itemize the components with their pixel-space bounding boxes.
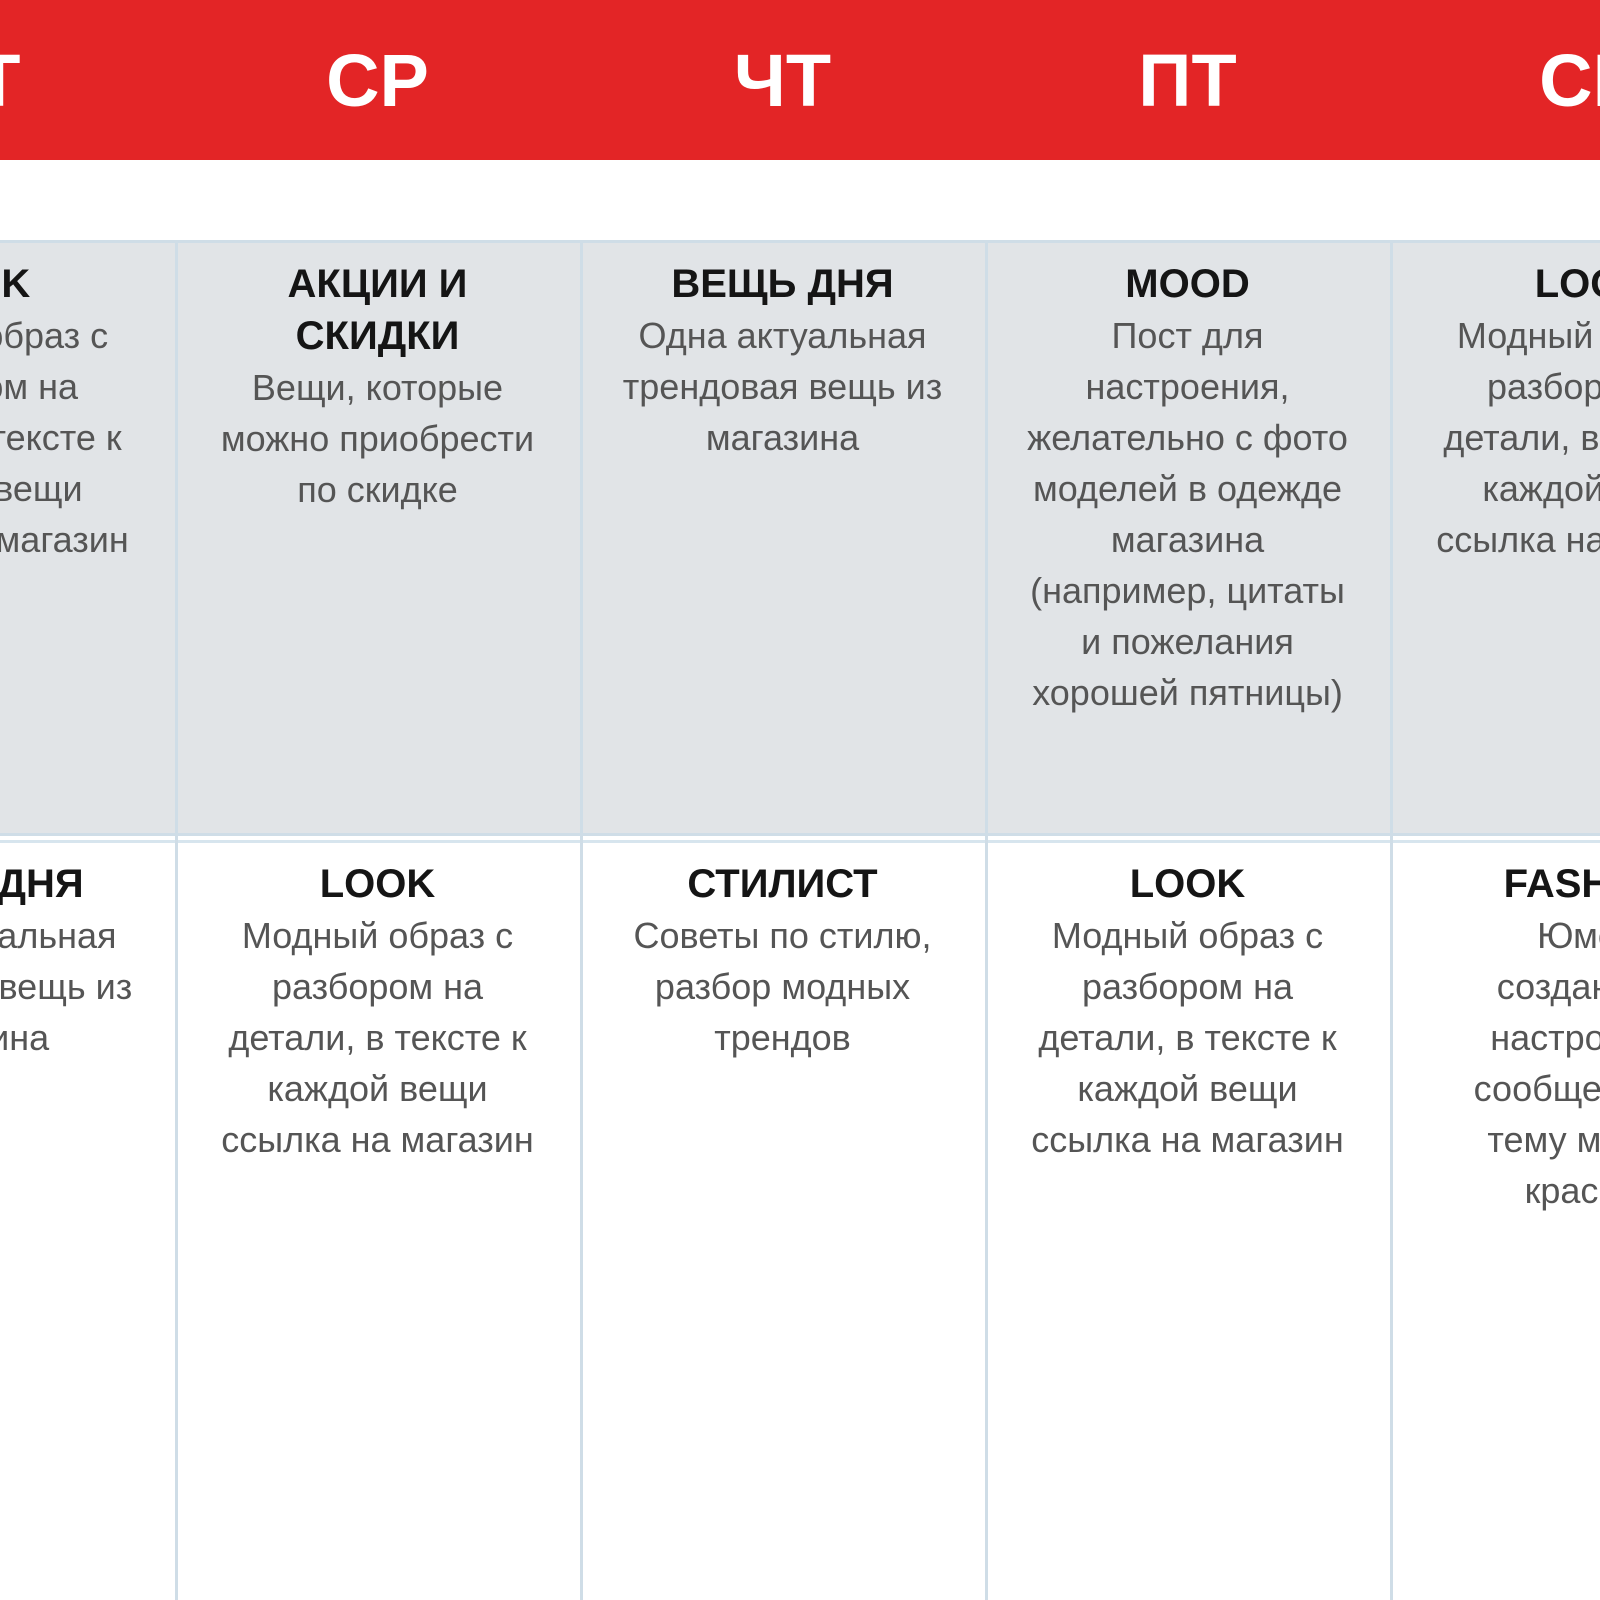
cell: ВЕЩЬ ДНЯ Одна актуальная трендовая вещь из… [580,258,985,463]
column-divider [175,240,178,1600]
cell-text: детали, в тексте к [1443,417,1600,458]
cell-text: детали, в тексте к [0,417,122,458]
cell: LOOK Модный образ с разбором на детали, в т… [985,858,1390,1165]
header-bar [0,0,1600,160]
cell-text: по скидке [297,469,458,510]
cell-title: LOOK [0,262,31,306]
cell-text: разбором на [271,966,484,1007]
cell-text: разбор модных [654,966,911,1007]
cell-text: детали, в тексте к [228,1017,527,1058]
cell-text: каждой вещи [0,468,83,509]
cell-title: LOOK [1129,862,1246,906]
cell-text: разбором на [1081,966,1294,1007]
cell-text: трендовая вещь из [622,366,943,407]
cell-text: трендовая вещь из [0,966,133,1007]
cell-text: Одна актуальная [0,915,117,956]
cell-text: хорошей пятницы) [1032,672,1343,713]
cell-title: СТИЛИСТ [687,862,878,906]
cell-text: Пост для [1111,315,1264,356]
cell: MOOD Пост для настроения, желательно с фото… [985,258,1390,718]
cell: LOOK Модный образ с разбором на детали, в т… [1390,258,1600,565]
day-label: ЧТ [733,39,832,122]
cell-text: создающий [1496,966,1600,1007]
cell: FASHION Юмор, создающий настроение, сообщени… [1390,858,1600,1216]
cell-text: сообщения на [1473,1068,1600,1109]
cell-text: трендов [714,1017,851,1058]
cell-text: разбором на [1486,366,1600,407]
cell-title: FASHION [1503,862,1600,906]
row-background [0,840,1600,1600]
cell: LOOK Модный образ с разбором на детали, в т… [175,858,580,1165]
cell-text: Одна актуальная [638,315,927,356]
cell-text: моделей в одежде [1032,468,1343,509]
cell-text: каждой вещи [1077,1068,1298,1109]
cell-text: Модный образ с [241,915,514,956]
cell-text: каждой вещи [1482,468,1600,509]
cell-text: красоты [1524,1170,1600,1211]
cell-title: АКЦИИ И [287,262,468,306]
cell-title: MOOD [1125,262,1250,306]
cell-title: ВЕЩЬ ДНЯ [0,862,84,906]
cell-text: настроения, [1085,366,1290,407]
cell-text: каждой вещи [267,1068,488,1109]
column-divider [985,240,988,1600]
cell-text: ссылка на магазин [221,1119,534,1160]
day-label: ПТ [1138,39,1237,122]
cell-text: разбором на [0,366,79,407]
cell-text: желательно с фото [1027,417,1348,458]
cell-text: Юмор, [1537,915,1600,956]
day-label: ВТ [0,38,175,124]
cell-text: магазина [0,1017,50,1058]
cell-text: ссылка на магазин [1436,519,1600,560]
cell-title: СКИДКИ [295,314,460,358]
cell-text: и пожелания [1081,621,1294,662]
cell-title: LOOK [319,862,436,906]
cell-text: тему моды и [1487,1119,1600,1160]
cell: АКЦИИ И СКИДКИ Вещи, которые можно приобрес… [175,258,580,515]
cell-text: (например, цитаты [1030,570,1345,611]
day-label: СБ [1539,39,1600,122]
cell-text: Советы по стилю, [633,915,932,956]
cell-text: можно приобрести [220,418,535,459]
cell-text: магазина [705,417,860,458]
day-label: СР [326,39,429,122]
column-divider [580,240,583,1600]
cell-text: детали, в тексте к [1038,1017,1337,1058]
cell: ВЕЩЬ ДНЯ Одна актуальная трендовая вещь из… [0,858,175,1063]
cell-text: Модный образ с [1051,915,1324,956]
column-divider [1390,240,1393,1600]
cell: СТИЛИСТ Советы по стилю, разбор модных трен… [580,858,985,1063]
cell-title: LOOK [1534,262,1600,306]
cell-text: ссылка на магазин [0,519,129,560]
cell-text: настроение, [1490,1017,1600,1058]
cell-text: Модный образ с [0,315,109,356]
cell-text: ссылка на магазин [1031,1119,1344,1160]
cell: LOOK Модный образ с разбором на детали, в т… [0,258,175,565]
cell-title: ВЕЩЬ ДНЯ [671,262,894,306]
cell-text: Вещи, которые [251,367,504,408]
cell-text: магазина [1110,519,1265,560]
row-background [0,240,1600,836]
cell-text: Модный образ с [1456,315,1600,356]
